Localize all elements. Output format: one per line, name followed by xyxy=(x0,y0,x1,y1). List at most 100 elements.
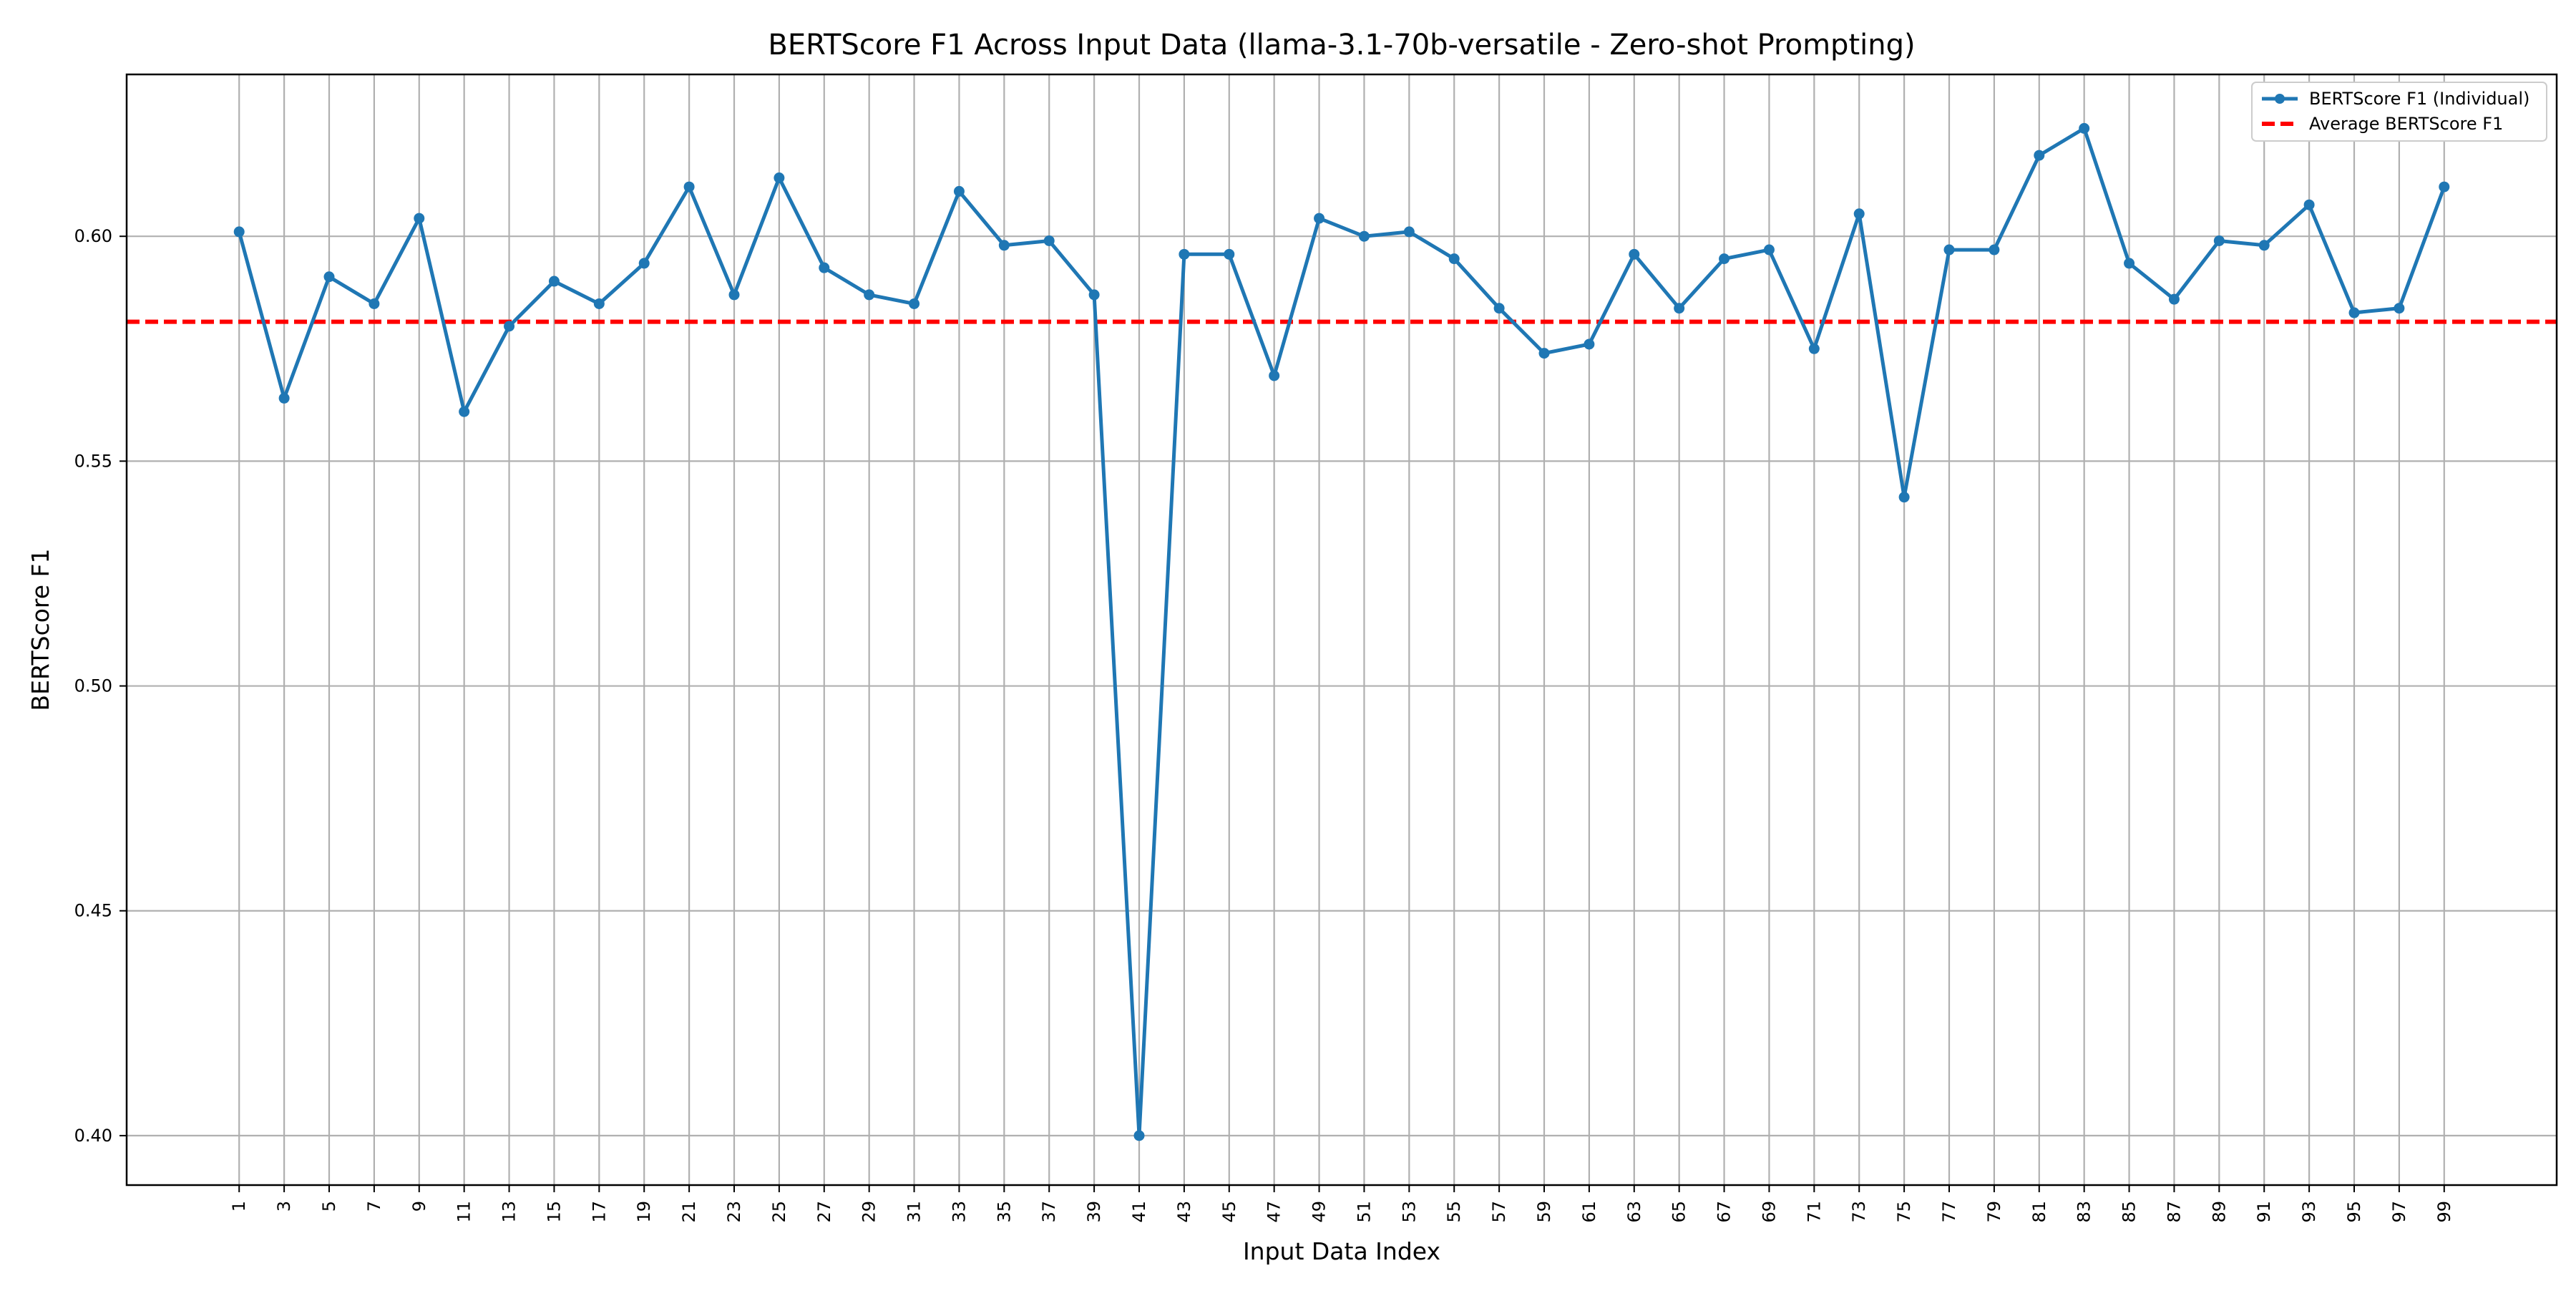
data-point xyxy=(1584,338,1595,350)
data-point xyxy=(548,276,560,287)
x-tick-label: 61 xyxy=(1579,1201,1599,1223)
x-tick-label: 5 xyxy=(319,1201,339,1212)
x-tick-label: 53 xyxy=(1399,1201,1419,1223)
data-point xyxy=(459,406,470,417)
x-tick-label: 13 xyxy=(499,1201,519,1223)
data-point xyxy=(1943,244,1955,255)
x-tick-label: 15 xyxy=(544,1201,564,1223)
data-point xyxy=(1989,244,2000,255)
x-tick-label: 41 xyxy=(1129,1201,1149,1223)
data-point xyxy=(1538,348,1550,359)
y-axis-label: BERTScore F1 xyxy=(26,548,54,711)
x-tick-label: 93 xyxy=(2299,1201,2319,1223)
data-point xyxy=(909,298,920,309)
x-tick-label: 3 xyxy=(274,1201,294,1212)
x-tick-label: 29 xyxy=(859,1201,879,1223)
x-tick-label: 57 xyxy=(1489,1201,1509,1223)
x-tick-label: 23 xyxy=(724,1201,744,1223)
x-axis-label: Input Data Index xyxy=(1243,1237,1440,1265)
y-tick-label: 0.45 xyxy=(74,901,112,921)
x-tick-label: 91 xyxy=(2254,1201,2274,1223)
data-point xyxy=(683,181,695,193)
data-point xyxy=(1674,303,1685,314)
x-tick-label: 71 xyxy=(1804,1201,1824,1223)
data-point xyxy=(1224,248,1235,260)
data-point xyxy=(1763,244,1775,255)
y-tick-label: 0.50 xyxy=(74,676,112,696)
x-tick-label: 1 xyxy=(229,1201,249,1212)
data-point xyxy=(1719,253,1730,265)
x-tick-label: 95 xyxy=(2344,1201,2364,1223)
data-point xyxy=(1853,208,1865,220)
data-point xyxy=(1403,226,1415,238)
data-point xyxy=(414,213,425,224)
legend-box xyxy=(2251,82,2547,142)
legend-label-average: Average BERTScore F1 xyxy=(2309,114,2503,134)
data-point xyxy=(2034,150,2045,161)
x-tick-label: 27 xyxy=(814,1201,834,1223)
x-tick-label: 79 xyxy=(1984,1201,2004,1223)
data-point xyxy=(728,289,740,301)
data-point xyxy=(2303,199,2315,210)
plot-frame xyxy=(125,73,2558,1187)
data-point xyxy=(2124,258,2135,269)
y-tick-label: 0.60 xyxy=(74,226,112,246)
x-tick-label: 69 xyxy=(1759,1201,1779,1223)
data-point xyxy=(1448,253,1460,265)
legend-marker-dot xyxy=(2275,94,2285,104)
x-tick-label: 73 xyxy=(1849,1201,1869,1223)
grid-lines xyxy=(127,74,2557,1185)
data-point xyxy=(1898,492,1910,503)
x-tick-label: 17 xyxy=(589,1201,609,1223)
data-point xyxy=(233,226,245,238)
data-point xyxy=(998,240,1010,251)
y-axis-ticks: 0.40 0.45 0.50 0.55 0.60 xyxy=(74,226,127,1146)
x-tick-label: 35 xyxy=(994,1201,1014,1223)
x-tick-label: 39 xyxy=(1084,1201,1104,1223)
legend-label-individual: BERTScore F1 (Individual) xyxy=(2309,89,2529,109)
x-tick-label: 47 xyxy=(1264,1201,1284,1223)
x-tick-label: 25 xyxy=(769,1201,789,1223)
x-tick-label: 49 xyxy=(1309,1201,1330,1223)
data-point xyxy=(278,392,290,404)
data-point xyxy=(2394,303,2405,314)
x-tick-label: 45 xyxy=(1219,1201,1239,1223)
x-tick-label: 31 xyxy=(904,1201,924,1223)
x-tick-label: 11 xyxy=(454,1201,474,1223)
x-tick-label: 63 xyxy=(1624,1201,1644,1223)
data-point xyxy=(2079,122,2090,134)
data-point xyxy=(1629,248,1640,260)
x-tick-label: 99 xyxy=(2434,1201,2454,1223)
data-point xyxy=(504,321,515,332)
x-tick-label: 51 xyxy=(1354,1201,1374,1223)
data-point xyxy=(1493,303,1505,314)
data-point xyxy=(864,289,875,301)
data-point xyxy=(819,262,830,273)
x-tick-label: 89 xyxy=(2209,1201,2229,1223)
data-point xyxy=(369,298,380,309)
x-tick-label: 75 xyxy=(1894,1201,1914,1223)
y-tick-label: 0.40 xyxy=(74,1126,112,1146)
x-tick-label: 59 xyxy=(1534,1201,1554,1223)
x-tick-label: 55 xyxy=(1444,1201,1464,1223)
data-point xyxy=(1043,235,1055,246)
x-tick-label: 65 xyxy=(1669,1201,1689,1223)
data-point xyxy=(1808,343,1820,354)
data-point xyxy=(2258,240,2270,251)
legend: BERTScore F1 (Individual) Average BERTSc… xyxy=(2251,82,2547,142)
series-line xyxy=(237,126,2446,1138)
x-tick-label: 83 xyxy=(2074,1201,2094,1223)
data-point xyxy=(1179,248,1190,260)
x-tick-label: 87 xyxy=(2164,1201,2184,1223)
data-point xyxy=(1269,370,1280,381)
individual-series xyxy=(233,122,2450,1141)
data-point xyxy=(2439,181,2450,193)
x-tick-label: 81 xyxy=(2029,1201,2049,1223)
x-tick-label: 21 xyxy=(679,1201,699,1223)
data-point xyxy=(593,298,605,309)
x-tick-label: 7 xyxy=(364,1201,384,1212)
x-tick-label: 9 xyxy=(409,1201,429,1212)
x-tick-label: 97 xyxy=(2389,1201,2409,1223)
